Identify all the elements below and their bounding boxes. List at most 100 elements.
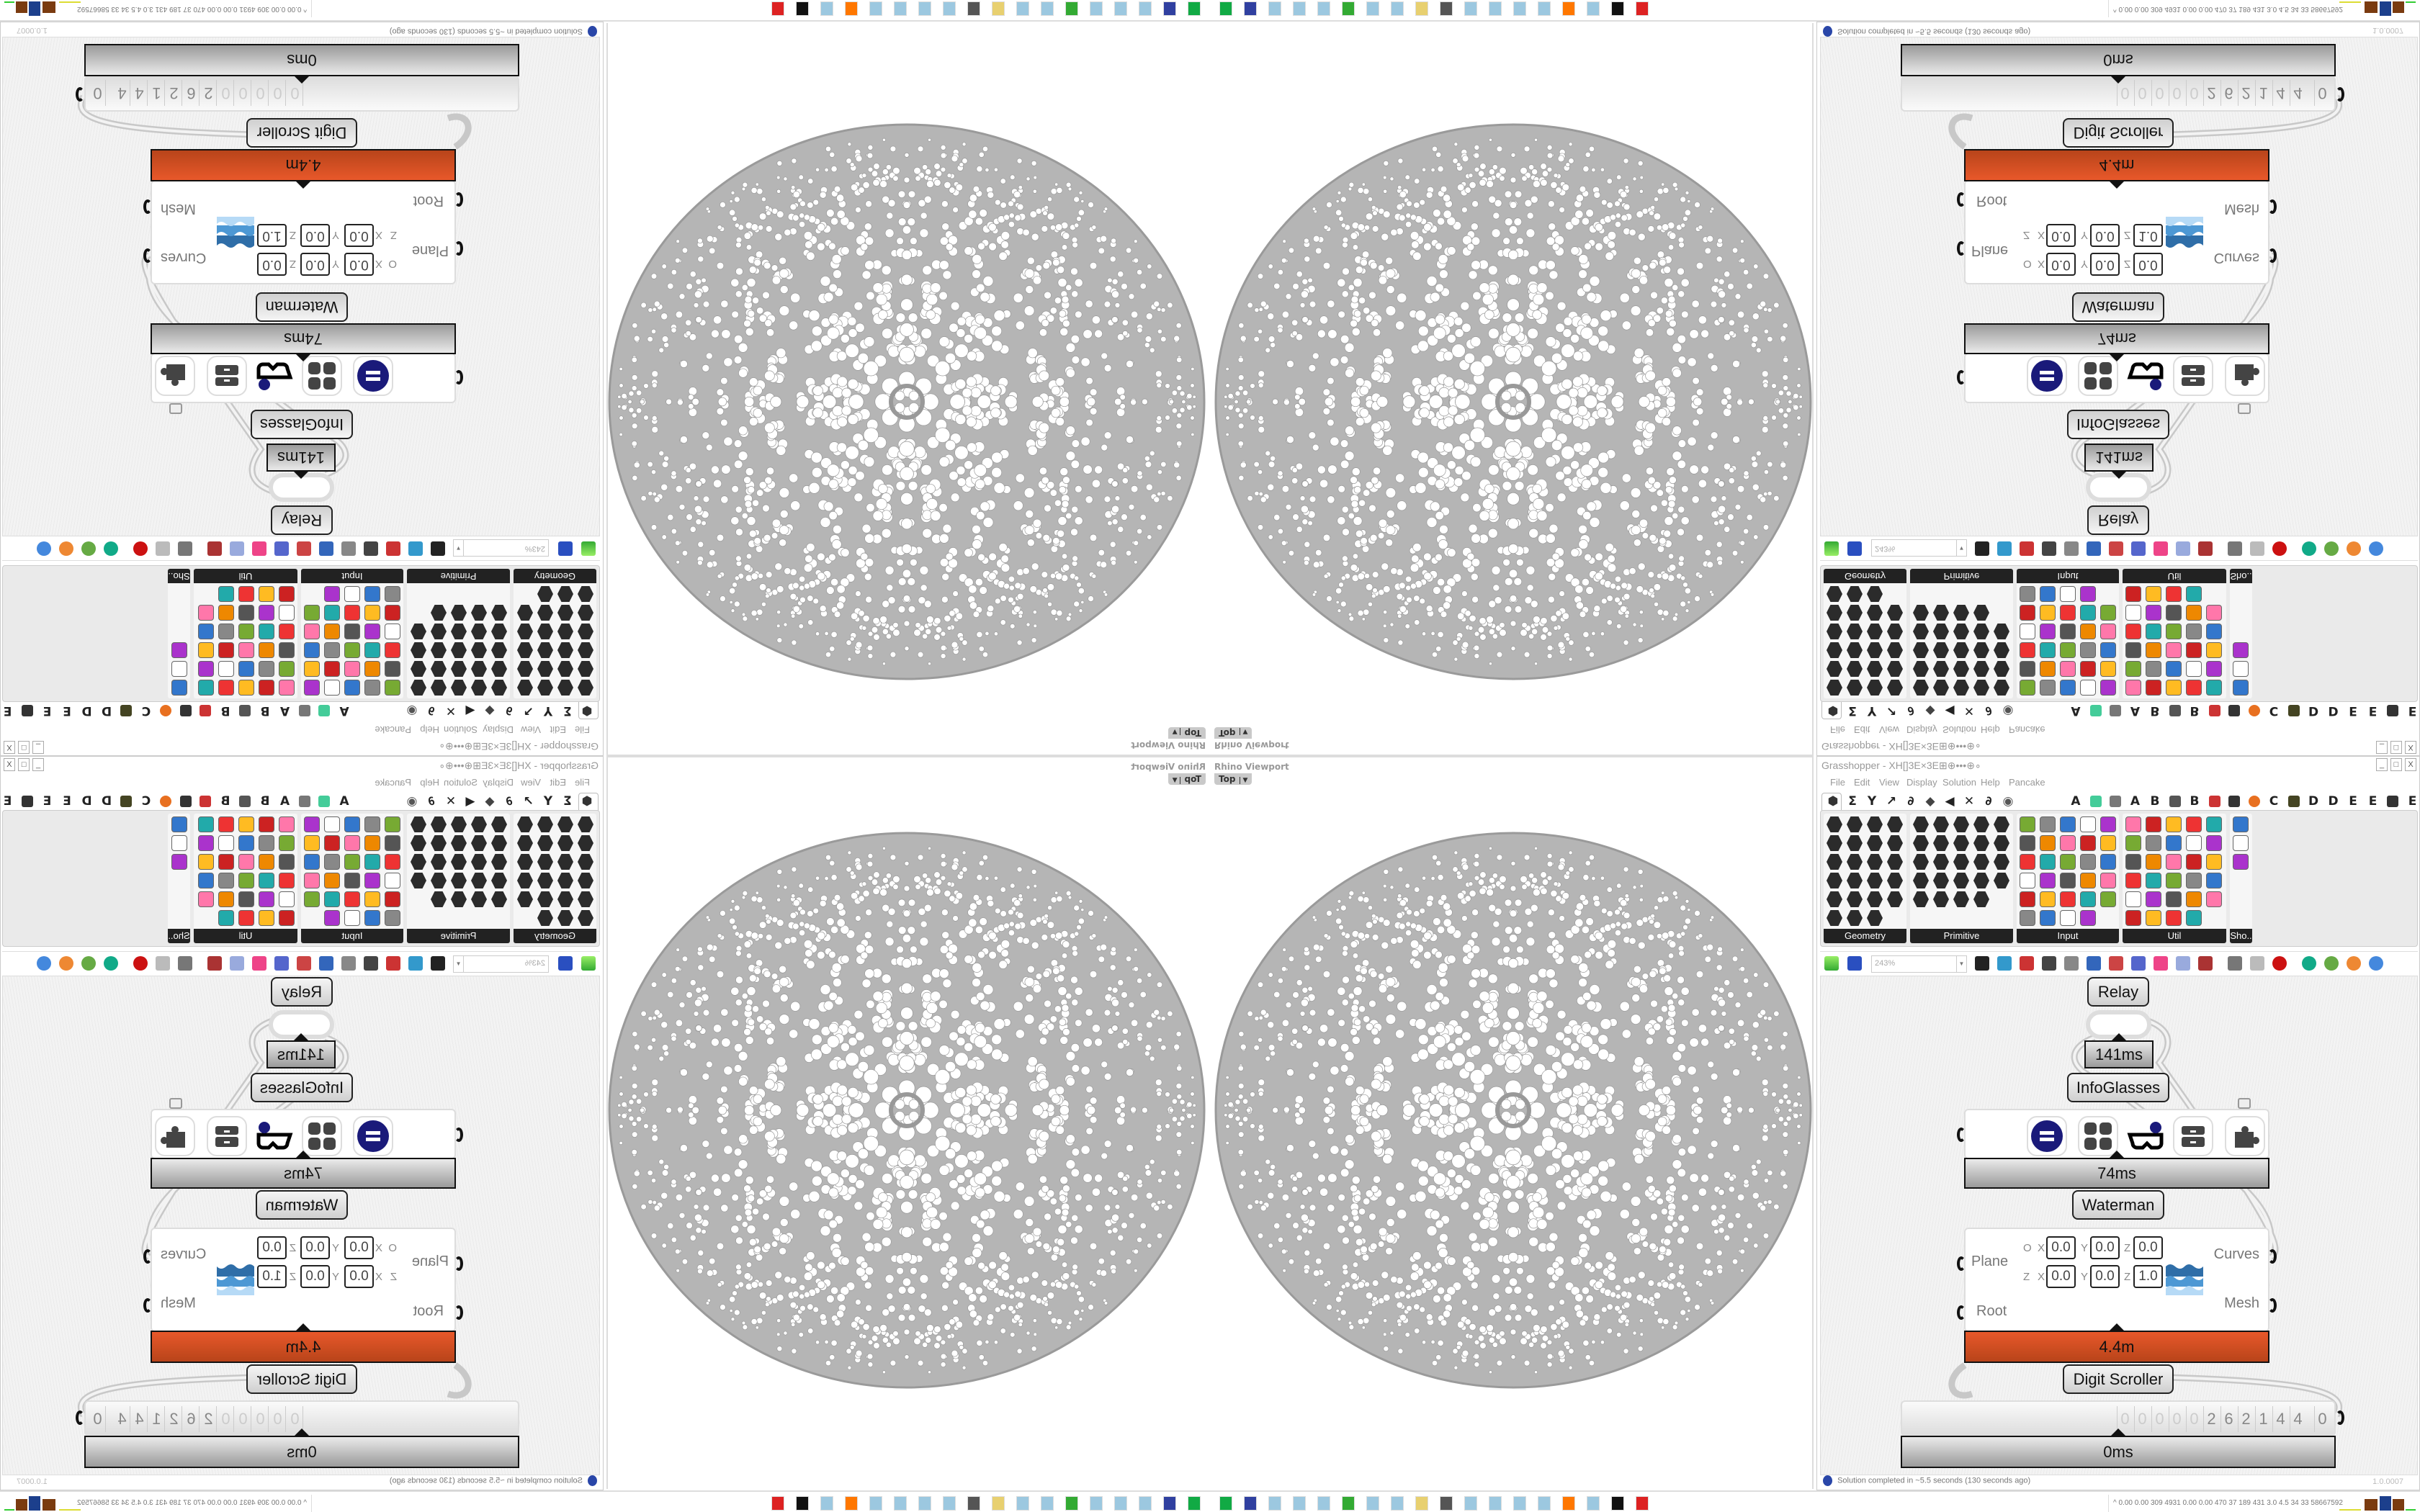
component-icon[interactable] <box>1994 624 2009 639</box>
component-icon[interactable] <box>2080 661 2096 677</box>
notepad-icon[interactable] <box>1513 1496 1526 1511</box>
component-icon[interactable] <box>1994 854 2009 870</box>
panel-label[interactable]: Geometry <box>1824 929 1906 943</box>
component-icon[interactable] <box>1867 854 1883 870</box>
component-icon[interactable] <box>1953 624 1969 639</box>
component-icon[interactable] <box>1973 642 1989 658</box>
component-icon[interactable] <box>1827 586 1842 602</box>
component-icon[interactable] <box>2166 816 2182 832</box>
tab-params[interactable] <box>1821 793 1842 811</box>
component-icon[interactable] <box>1847 605 1863 621</box>
floppy-64-icon[interactable] <box>1244 1496 1257 1511</box>
component-icon[interactable] <box>2080 586 2096 602</box>
new-file-icon[interactable] <box>1824 541 1839 556</box>
tab-icon[interactable]: ◀ <box>1945 794 1955 809</box>
panel-label[interactable]: Input <box>2017 569 2119 583</box>
scroller-digit[interactable]: 6 <box>2220 1406 2236 1432</box>
component-icon[interactable] <box>2020 605 2035 621</box>
component-icon[interactable] <box>2060 854 2076 870</box>
component-icon[interactable] <box>2040 586 2056 602</box>
component-icon[interactable] <box>1973 891 1989 907</box>
tab-icon[interactable]: ∂ <box>1985 703 1992 718</box>
component-icon[interactable] <box>2040 854 2056 870</box>
notepad-icon[interactable] <box>1317 1496 1330 1511</box>
component-icon[interactable] <box>1913 661 1929 677</box>
component-icon[interactable] <box>2125 910 2141 926</box>
component-icon[interactable] <box>2060 586 2076 602</box>
component-icon[interactable] <box>2040 891 2056 907</box>
component-icon[interactable] <box>1953 642 1969 658</box>
component-icon[interactable] <box>2125 624 2141 639</box>
component-icon[interactable] <box>1973 680 1989 696</box>
plugin-tab-icon[interactable] <box>2247 794 2262 809</box>
panel-label[interactable]: Sho.. <box>2230 929 2252 943</box>
digit-scroller-label[interactable]: Digit Scroller <box>2063 118 2174 148</box>
notepad-icon[interactable] <box>1513 1 1526 16</box>
tab-icon[interactable]: ↗ <box>1886 703 1897 718</box>
search-icon[interactable] <box>2131 956 2146 971</box>
component-icon[interactable] <box>2080 891 2096 907</box>
component-icon[interactable] <box>2040 680 2056 696</box>
component-icon[interactable] <box>1973 835 1989 851</box>
component-icon[interactable] <box>2146 624 2161 639</box>
drawer-icon[interactable] <box>2173 1116 2213 1156</box>
tab-letter[interactable]: B <box>2150 794 2160 809</box>
zaxis-y-field[interactable]: 0.0 <box>2090 1265 2120 1288</box>
component-icon[interactable] <box>1827 642 1842 658</box>
component-icon[interactable] <box>1913 854 1929 870</box>
scroller-digit[interactable]: 0 <box>2169 80 2184 106</box>
menu-edit[interactable]: Edit <box>1854 724 1870 735</box>
component-icon[interactable] <box>2166 605 2182 621</box>
notepad-icon[interactable] <box>1489 1496 1502 1511</box>
tab-letter[interactable]: A <box>2130 703 2141 718</box>
zoom-extents-icon[interactable] <box>1975 956 1989 971</box>
scroller-digit[interactable]: 0 <box>2134 80 2150 106</box>
waterman-component[interactable]: Plane Root Curves Mesh O Z X Y Z X Y Z 0… <box>1957 1228 2277 1332</box>
scroller-digit[interactable]: 1 <box>2255 1406 2271 1432</box>
bulb-icon[interactable] <box>2176 541 2190 556</box>
window-icon[interactable] <box>2109 541 2123 556</box>
notepad-icon[interactable] <box>1317 1 1330 16</box>
component-icon[interactable] <box>1887 891 1903 907</box>
terminal-icon[interactable] <box>1342 1496 1355 1511</box>
scroller-digit[interactable]: 0 <box>2117 1406 2133 1432</box>
component-icon[interactable] <box>2206 624 2222 639</box>
waterman-component[interactable]: Plane Root Curves Mesh O Z X Y Z X Y Z 0… <box>1957 180 2277 284</box>
component-icon[interactable] <box>2166 891 2182 907</box>
infoglasses-label[interactable]: InfoGlasses <box>2067 1073 2169 1102</box>
menu-file[interactable]: File <box>1830 724 1845 735</box>
save-icon[interactable] <box>1847 956 1862 971</box>
scroller-digit[interactable]: 4 <box>2272 1406 2288 1432</box>
component-icon[interactable] <box>1933 624 1949 639</box>
component-icon[interactable] <box>2100 891 2116 907</box>
component-icon[interactable] <box>2186 586 2202 602</box>
component-icon[interactable] <box>2100 873 2116 888</box>
tab-letter[interactable]: D <box>2328 703 2339 718</box>
relay-label[interactable]: Relay <box>2087 505 2149 535</box>
component-icon[interactable] <box>1887 661 1903 677</box>
search-icon[interactable] <box>2131 541 2146 556</box>
component-icon[interactable] <box>2080 605 2096 621</box>
component-icon[interactable] <box>2100 680 2116 696</box>
scroller-digit[interactable]: 2 <box>2238 1406 2254 1432</box>
component-icon[interactable] <box>1887 816 1903 832</box>
component-icon[interactable] <box>2080 835 2096 851</box>
component-icon[interactable] <box>1867 642 1883 658</box>
component-icon[interactable] <box>2186 661 2202 677</box>
origin-x-field[interactable]: 0.0 <box>2046 1236 2076 1259</box>
scroller-digit[interactable]: 4 <box>2290 1406 2305 1432</box>
mesh-output-grip[interactable] <box>2268 199 2277 214</box>
component-icon[interactable] <box>1867 891 1883 907</box>
package-icon[interactable] <box>2154 541 2168 556</box>
waterman-label[interactable]: Waterman <box>2072 292 2164 322</box>
bake-icon[interactable] <box>2042 956 2056 971</box>
tab-icon[interactable]: ✕ <box>1963 703 1975 718</box>
scroller-digit[interactable]: 4 <box>2290 80 2305 106</box>
component-icon[interactable] <box>1827 873 1842 888</box>
component-icon[interactable] <box>2186 642 2202 658</box>
component-icon[interactable] <box>2060 680 2076 696</box>
origin-x-field[interactable]: 0.0 <box>2046 253 2076 276</box>
component-icon[interactable] <box>2166 680 2182 696</box>
notepad-icon[interactable] <box>1366 1496 1379 1511</box>
component-icon[interactable] <box>2233 661 2249 677</box>
